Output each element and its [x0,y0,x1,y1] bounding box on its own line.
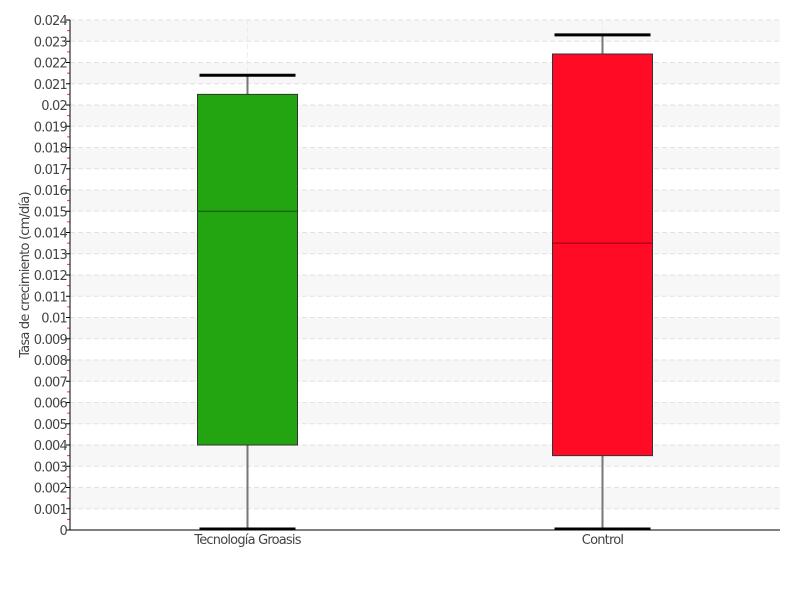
grid-band [70,275,780,297]
y-tick-label: 0.02 [41,99,67,114]
grid-band [70,360,780,382]
y-tick-label: 0.01 [41,312,67,327]
y-tick-label: 0.015 [34,205,68,220]
y-axis-label: Tasa de crecimiento (cm/día) [18,192,33,358]
y-tick-label: 0.013 [34,248,68,263]
grid-band [70,190,780,212]
box-body [552,53,653,457]
y-tick-label: 0.023 [34,35,68,50]
y-tick-label: 0.016 [34,184,68,199]
grid-band [70,232,780,254]
y-tick-label: 0.009 [34,333,68,348]
y-tick-label: 0.001 [34,503,68,518]
y-tick-label: 0.022 [34,57,67,72]
y-tick-label: 0.007 [34,375,68,390]
y-tick-label: 0.008 [34,354,68,369]
y-tick-label: 0.017 [34,163,68,178]
y-tick-label: 0.002 [34,482,67,497]
grid-band [70,147,780,169]
y-tick-label: 0.006 [34,397,68,412]
y-tick-label: 0.005 [34,418,68,433]
box-1 [552,33,653,531]
grid-band [70,487,780,509]
y-tick-label: 0.012 [34,269,67,284]
grid-band [70,20,780,42]
y-tick-label: 0.018 [34,142,68,157]
grid-band [70,62,780,84]
grid-band [70,317,780,339]
y-tick-label: 0.019 [34,120,68,135]
y-tick-label: 0.024 [34,14,68,29]
x-tick-label: Control [582,533,624,548]
grid-band [70,445,780,467]
x-tick-label: Tecnología Groasis [193,533,301,548]
y-tick-label: 0 [60,524,68,539]
y-tick-label: 0.003 [34,460,68,475]
y-tick-label: 0.021 [34,78,68,93]
grid-band [70,402,780,424]
y-tick-label: 0.004 [34,439,68,454]
grid-band [70,105,780,127]
box-0 [197,73,298,531]
y-tick-label: 0.014 [34,227,68,242]
box-body [197,93,298,446]
y-tick-label: 0.011 [34,290,68,305]
